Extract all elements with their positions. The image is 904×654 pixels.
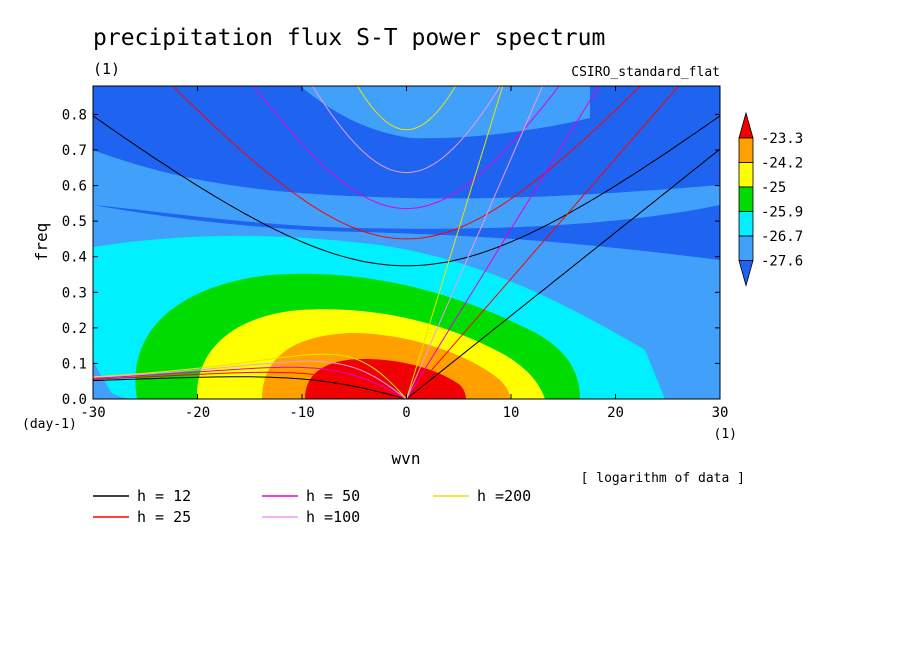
x-tick-label: -30 <box>80 405 105 421</box>
dispersion-curves <box>93 86 720 399</box>
colorbar-label: -24.2 <box>761 156 803 172</box>
curve-ig1-h100 <box>311 86 502 174</box>
colorbar-cell <box>738 162 754 188</box>
chart-title: precipitation flux S-T power spectrum <box>93 25 605 51</box>
y-tick-label: 0.6 <box>62 179 87 195</box>
y-axis-label: freq <box>32 223 51 262</box>
colorbar-cell <box>738 137 754 163</box>
legend-label: h =100 <box>306 508 360 526</box>
curve-kelvin-h200 <box>406 86 504 399</box>
region-level-2b <box>300 86 590 139</box>
y-tick-label: 0.4 <box>62 250 87 266</box>
curve-er-h100 <box>93 360 407 399</box>
x-tick-label: -20 <box>185 405 210 421</box>
region-level-7 <box>305 358 466 399</box>
y-tick-label: 0.8 <box>62 107 87 123</box>
y-tick-label: 0.1 <box>62 356 87 372</box>
curve-er-h50 <box>93 366 407 399</box>
contour-regions <box>93 86 720 399</box>
colorbar-cell <box>738 235 754 261</box>
y-tick-label: 0.5 <box>62 214 87 230</box>
region-corner <box>93 360 115 399</box>
curve-kelvin-h12 <box>406 148 720 399</box>
y-unit-label: (day-1) <box>22 417 77 432</box>
curve-kelvin-h25 <box>406 86 680 399</box>
curve-ig1-h50 <box>253 86 560 210</box>
legend-label: h = 12 <box>137 487 191 505</box>
x-tick-label: 0 <box>402 405 410 421</box>
colorbar-cell <box>738 186 754 212</box>
legend-label: h = 25 <box>137 508 191 526</box>
colorbar-label: -25.9 <box>761 205 803 221</box>
x-tick-label: -10 <box>289 405 314 421</box>
legend-label: h = 50 <box>306 487 360 505</box>
curve-er-h200 <box>93 353 407 399</box>
colorbar-extend-bottom <box>738 260 754 287</box>
y-tick-label: 0.7 <box>62 143 87 159</box>
x-tick-label: 20 <box>607 405 624 421</box>
colorbar: -23.3 -24.2 -25 -25.9 -26.7 -27.6 <box>738 111 803 287</box>
x-tick-label: 30 <box>712 405 729 421</box>
curve-ig1-h12 <box>93 115 720 267</box>
curve-er-h25 <box>93 371 407 399</box>
model-label: CSIRO_standard_flat <box>571 65 720 80</box>
colorbar-label: -27.6 <box>761 254 803 270</box>
units-label: (1) <box>93 60 120 78</box>
data-note: [ logarithm of data ] <box>581 471 745 486</box>
x-tick-label: 10 <box>503 405 520 421</box>
y-tick-label: 0.2 <box>62 321 87 337</box>
curve-ig1-h200 <box>356 86 457 131</box>
curve-kelvin-h100 <box>406 86 544 399</box>
colorbar-label: -25 <box>761 180 786 196</box>
colorbar-label: -23.3 <box>761 131 803 147</box>
colorbar-extend-top <box>738 111 754 139</box>
x-axis-ticks: -30 -20 -10 0 10 20 30 <box>80 86 728 421</box>
colorbar-label: -26.7 <box>761 229 803 245</box>
colorbar-cell <box>738 211 754 237</box>
y-tick-label: 0.0 <box>62 392 87 408</box>
curve-legend: h = 12 h = 25 h = 50 h =100 h =200 <box>93 487 531 526</box>
y-axis-ticks: 0.0 0.1 0.2 0.3 0.4 0.5 0.6 0.7 0.8 <box>62 107 720 408</box>
region-level-2 <box>93 150 720 229</box>
curve-er-h12 <box>93 376 407 399</box>
curve-ig1-h25 <box>172 86 641 240</box>
x-unit-label: (1) <box>714 427 737 442</box>
curve-kelvin-h50 <box>406 86 600 399</box>
x-axis-label: wvn <box>392 449 421 468</box>
legend-label: h =200 <box>477 487 531 505</box>
y-tick-label: 0.3 <box>62 285 87 301</box>
